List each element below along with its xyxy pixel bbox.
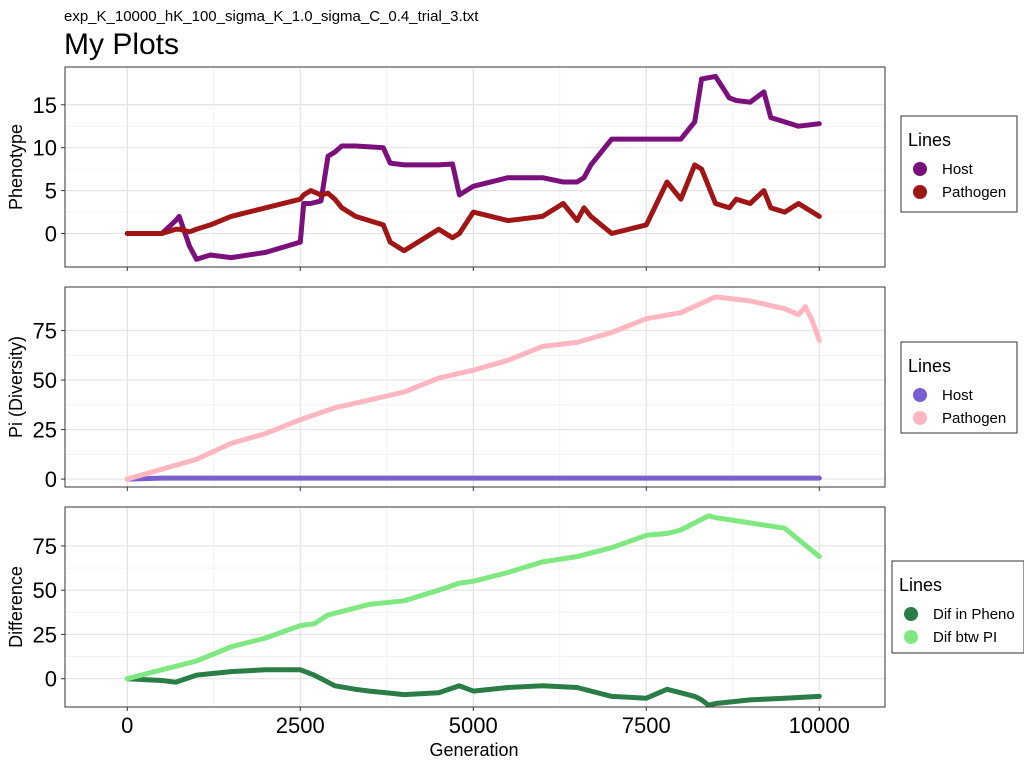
legend-item-label: Host [942, 161, 974, 178]
y-tick-label: 25 [33, 418, 57, 443]
legend-item-label: Dif btw PI [933, 629, 997, 646]
x-tick-label: 10000 [789, 713, 850, 738]
legend-item-label: Host [942, 387, 974, 404]
legend: Lines Host Pathogen [900, 341, 1018, 434]
legend-key [913, 411, 927, 425]
legend-title: Lines [908, 356, 951, 376]
panel-border [64, 506, 886, 708]
y-axis-label: Phenotype [6, 124, 26, 210]
x-tick-label: 5000 [449, 713, 498, 738]
plot-subtitle: exp_K_10000_hK_100_sigma_K_1.0_sigma_C_0… [64, 8, 479, 25]
y-tick-label: 50 [33, 578, 57, 603]
legend: Lines Dif in Pheno Dif btw PI [891, 560, 1024, 654]
x-axis-label: Generation [429, 740, 518, 760]
y-tick-label: 5 [45, 179, 57, 204]
panel-difference: 0 25 50 75 Difference Lines Dif in Pheno Dif bt… [6, 506, 1024, 711]
y-tick-label: 50 [33, 368, 57, 393]
legend-key [913, 185, 927, 199]
y-axis-label: Pi (Diversity) [6, 336, 26, 438]
x-tick-label: 0 [121, 713, 133, 738]
panel-phenotype: 0 5 10 15 Phenotype Lines Host Pathogen [6, 66, 1018, 271]
series-line-host [124, 73, 822, 262]
series-line-host [124, 475, 822, 482]
legend-key [913, 162, 927, 176]
y-tick-label: 0 [45, 667, 57, 692]
legend-key [904, 630, 918, 644]
panel-border [64, 286, 886, 488]
y-tick-label: 10 [33, 136, 57, 161]
x-tick-label: 2500 [276, 713, 325, 738]
y-tick-label: 15 [33, 93, 57, 118]
legend: Lines Host Pathogen [900, 115, 1018, 213]
panel-diversity: 0 25 50 75 Pi (Diversity) Lines Host Pathogen [6, 286, 1018, 492]
legend-key [913, 388, 927, 402]
x-axis: 0 2500 5000 7500 10000 [121, 713, 850, 738]
legend-item-label: Pathogen [942, 184, 1006, 201]
y-tick-label: 25 [33, 622, 57, 647]
y-tick-label: 0 [45, 222, 57, 247]
panel-border [64, 66, 886, 268]
series-line-dif-in-pheno [124, 667, 822, 708]
series-line-pathogen [124, 162, 822, 254]
x-tick-label: 7500 [622, 713, 671, 738]
y-tick-label: 75 [33, 319, 57, 344]
y-axis-label: Difference [6, 566, 26, 648]
plot-title: My Plots [64, 28, 179, 61]
series-line-pathogen [124, 294, 822, 482]
legend-title: Lines [899, 575, 942, 595]
series-line-dif-btw-pi [124, 513, 822, 682]
legend-item-label: Pathogen [942, 410, 1006, 427]
legend-key [904, 607, 918, 621]
legend-title: Lines [908, 130, 951, 150]
grid [65, 287, 885, 487]
y-tick-label: 75 [33, 534, 57, 559]
y-tick-label: 0 [45, 467, 57, 492]
legend-item-label: Dif in Pheno [933, 606, 1015, 623]
grid [65, 507, 885, 707]
